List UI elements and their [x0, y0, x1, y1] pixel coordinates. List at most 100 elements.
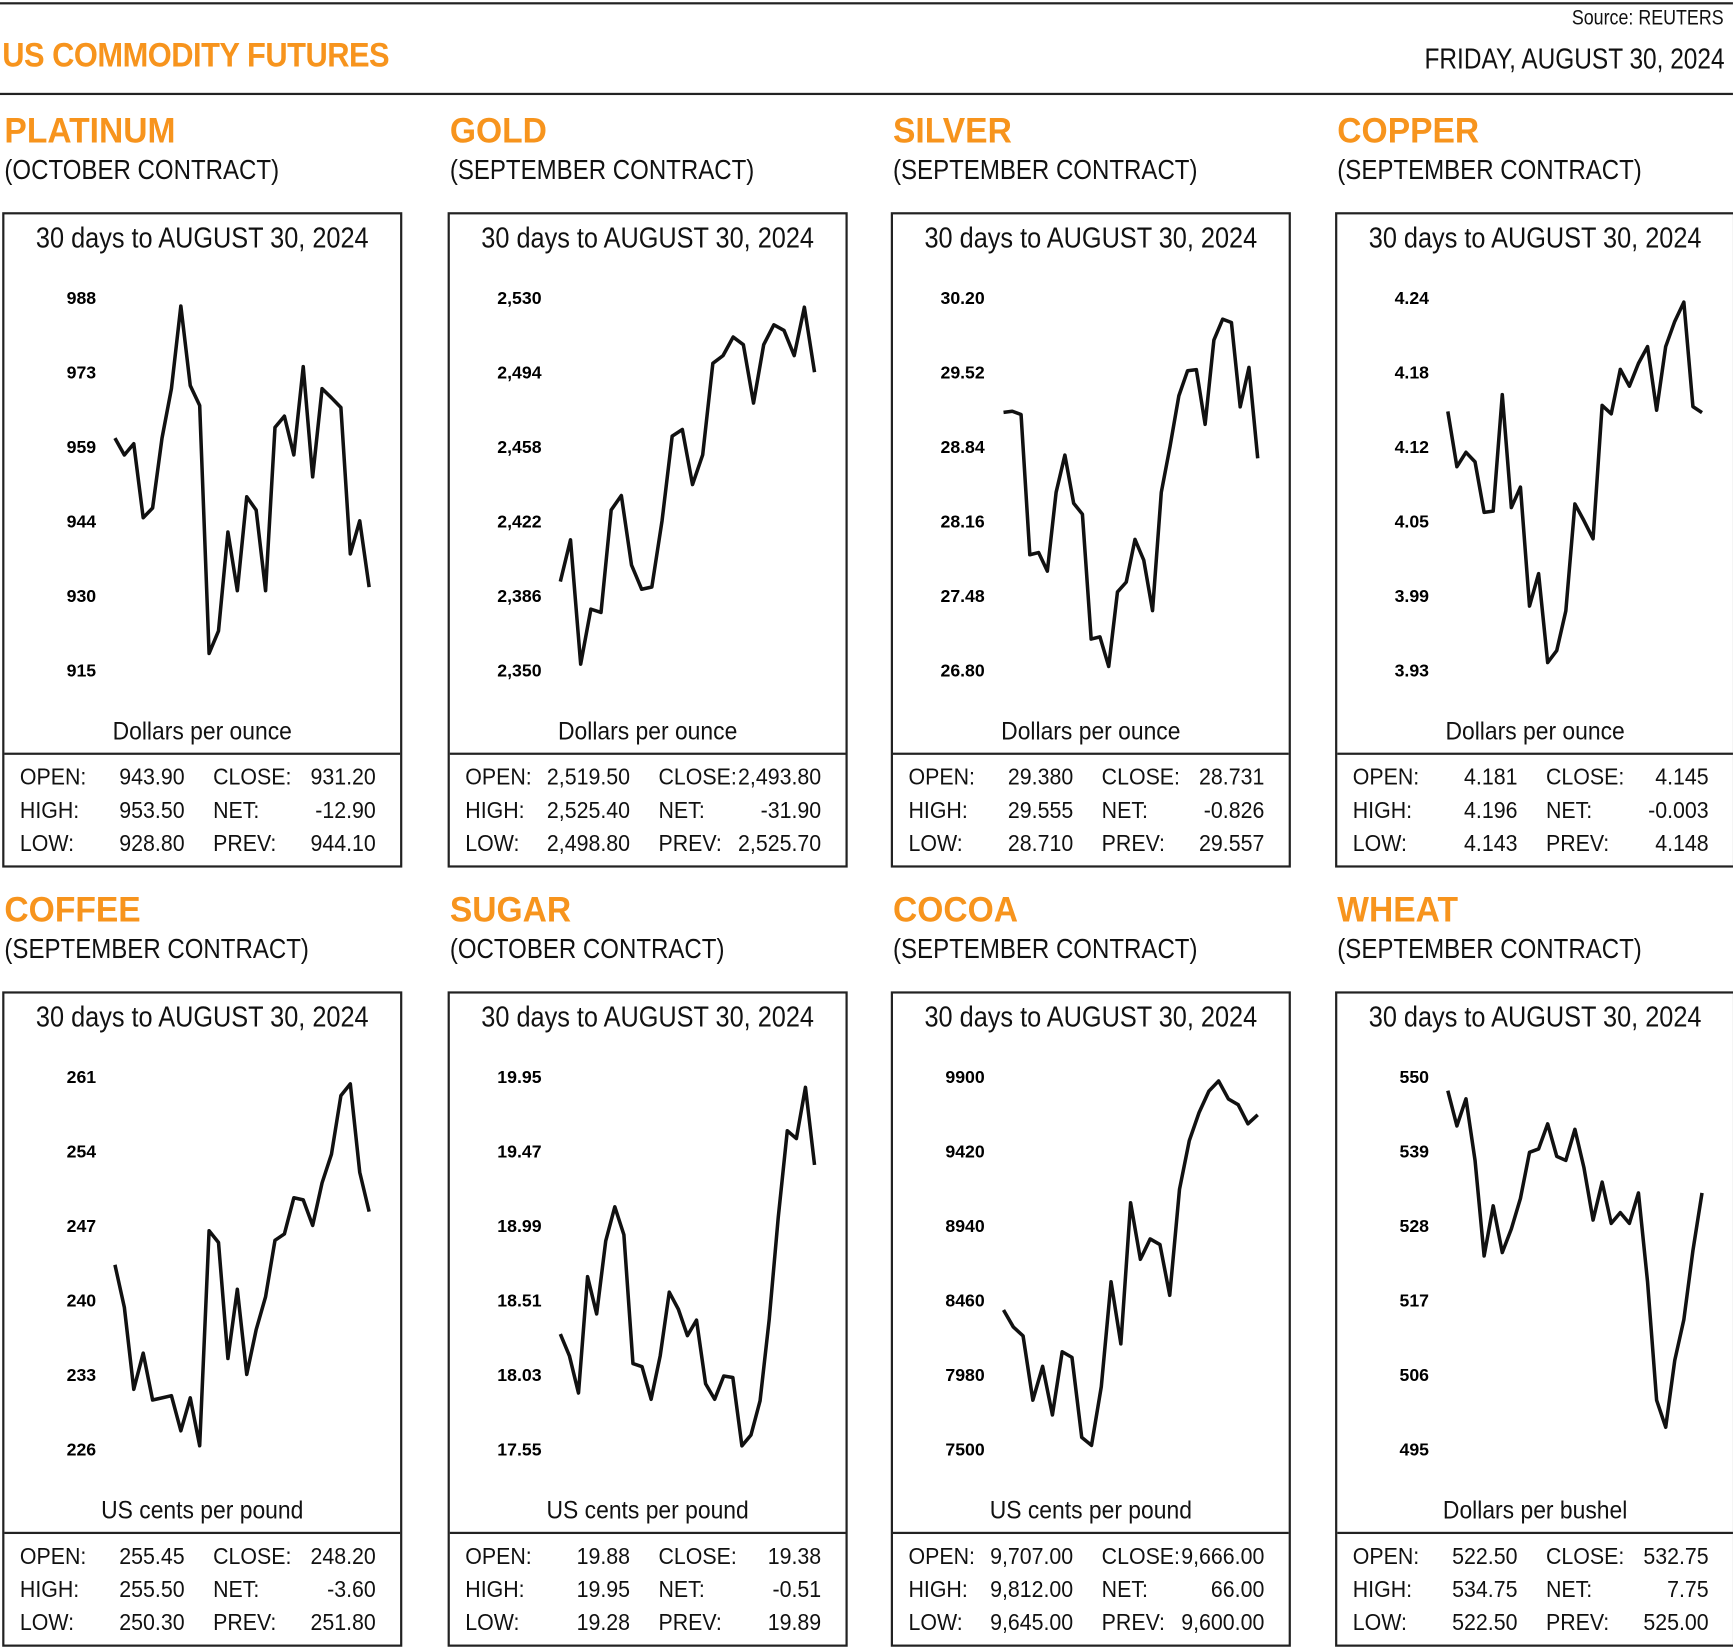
stats-table: OPEN: 255.45 CLOSE: 248.20 HIGH: 255.50 … [20, 1541, 385, 1640]
stat-label: OPEN: [1352, 764, 1420, 791]
stat-label: HIGH: [19, 1577, 80, 1603]
contract-label: (SEPTEMBER CONTRACT) [1337, 154, 1642, 186]
price-line [1003, 317, 1260, 669]
y-tick-label: 247 [67, 1216, 97, 1236]
y-tick-label: 2,422 [497, 511, 541, 531]
y-unit-label: Dollars per ounce [1001, 716, 1181, 745]
stat-label: PREV: [213, 831, 277, 857]
stat-net: -0.826 [1203, 797, 1265, 824]
stat-close: 9,666.00 [1181, 1543, 1265, 1570]
stats-row: OPEN: 4.181 CLOSE: 4.145 [1353, 761, 1715, 794]
line-chart: 9900 9420 8940 8460 7980 7500 [945, 1067, 1259, 1460]
stats-row: OPEN: 9,707.00 CLOSE: 9,666.00 [908, 1541, 1270, 1574]
stat-label: HIGH: [465, 1577, 525, 1603]
stat-prev: 251.80 [310, 1610, 376, 1636]
stat-label: CLOSE: [213, 764, 292, 791]
stat-prev: 29.557 [1199, 831, 1265, 857]
stats-row: HIGH: 4.196 NET: -0.003 [1353, 795, 1715, 828]
stats-table: OPEN: 522.50 CLOSE: 532.75 HIGH: 534.75 … [1353, 1541, 1718, 1640]
contract-label: (SEPTEMBER CONTRACT) [893, 933, 1198, 965]
chart-title: 30 days to AUGUST 30, 2024 [924, 1000, 1258, 1034]
y-tick-label: 19.47 [497, 1142, 541, 1162]
price-line [113, 1082, 371, 1448]
contract-label: (SEPTEMBER CONTRACT) [893, 154, 1198, 186]
y-tick-label: 18.99 [497, 1216, 541, 1236]
y-unit-label: Dollars per ounce [557, 716, 738, 745]
chart-box: 30 days to AUGUST 30, 2024 9900 9420 8940 8… [890, 991, 1291, 1647]
stats-row: LOW: 4.143 PREV: 4.148 [1353, 828, 1715, 861]
price-line [1446, 1090, 1704, 1430]
commodity-name: COPPER [1337, 110, 1480, 151]
divider [4, 1531, 401, 1535]
stats-row: HIGH: 9,812.00 NET: 66.00 [908, 1574, 1270, 1607]
chart-box: 30 days to AUGUST 30, 2024 550 539 528 517 5… [1335, 991, 1733, 1647]
stat-close: 2,493.80 [738, 764, 822, 791]
chart-title: 30 days to AUGUST 30, 2024 [1368, 1000, 1702, 1034]
stat-low: 4.143 [1464, 831, 1518, 857]
stat-label: NET: [1101, 797, 1148, 824]
stat-prev: 525.00 [1643, 1610, 1709, 1636]
y-tick-label: 17.55 [497, 1440, 541, 1460]
y-tick-label: 959 [67, 437, 97, 457]
line-chart: 988 973 959 944 930 915 [67, 288, 371, 680]
stat-label: OPEN: [465, 764, 532, 791]
stat-label: HIGH: [1352, 797, 1413, 824]
stat-high: 19.95 [576, 1577, 631, 1603]
contract-label: (OCTOBER CONTRACT) [449, 933, 725, 965]
y-tick-label: 7500 [945, 1440, 984, 1460]
y-tick-label: 4.18 [1395, 362, 1430, 382]
stat-high: 534.75 [1452, 1577, 1518, 1603]
y-tick-label: 30.20 [940, 288, 984, 308]
stat-label: CLOSE: [1545, 1543, 1625, 1570]
y-tick-label: 517 [1400, 1291, 1430, 1311]
stat-open: 29.380 [1007, 764, 1074, 791]
y-tick-label: 254 [67, 1142, 97, 1162]
chart-title: 30 days to AUGUST 30, 2024 [1368, 221, 1702, 255]
stat-label: LOW: [908, 1610, 963, 1636]
stat-label: CLOSE: [1101, 764, 1180, 791]
stats-table: OPEN: 19.88 CLOSE: 19.38 HIGH: 19.95 NET… [465, 1541, 830, 1640]
stat-low: 28.710 [1007, 831, 1074, 857]
y-tick-label: 4.12 [1395, 437, 1430, 457]
y-tick-label: 3.99 [1395, 586, 1430, 606]
commodity-name: PLATINUM [4, 110, 176, 151]
divider [1337, 752, 1733, 755]
y-tick-label: 973 [67, 362, 97, 382]
stat-low: 9,645.00 [990, 1610, 1074, 1636]
y-tick-label: 944 [67, 511, 97, 531]
contract-label: (SEPTEMBER CONTRACT) [449, 154, 755, 186]
y-tick-label: 7980 [945, 1365, 984, 1385]
chart-title: 30 days to AUGUST 30, 2024 [35, 1000, 369, 1034]
commodity-name: COFFEE [4, 889, 141, 930]
stat-prev: 4.148 [1655, 831, 1709, 857]
stat-close: 931.20 [310, 764, 376, 791]
stat-label: OPEN: [19, 1543, 87, 1570]
stat-label: CLOSE: [213, 1543, 292, 1570]
stat-label: NET: [213, 797, 260, 824]
stat-label: HIGH: [1352, 1577, 1413, 1603]
line-chart: 550 539 528 517 506 495 [1400, 1067, 1704, 1460]
stat-net: -3.60 [327, 1577, 376, 1603]
stat-prev: 19.89 [767, 1610, 822, 1636]
y-unit-label: Dollars per ounce [1445, 716, 1625, 745]
contract-label: (OCTOBER CONTRACT) [4, 154, 280, 186]
stat-net: -0.51 [772, 1577, 822, 1603]
commodity-name: SILVER [893, 110, 1012, 151]
y-tick-label: 528 [1400, 1216, 1430, 1236]
chart-box: 30 days to AUGUST 30, 2024 4.24 4.18 4.12 4… [1335, 212, 1733, 868]
stat-label: OPEN: [908, 764, 975, 791]
chart-box: 30 days to AUGUST 30, 2024 2,530 2,494 2,4… [447, 212, 848, 868]
header-rule [0, 92, 1733, 96]
stat-net: -12.90 [315, 797, 376, 824]
chart-title: 30 days to AUGUST 30, 2024 [481, 1000, 814, 1034]
stat-label: LOW: [19, 1610, 75, 1636]
y-tick-label: 19.95 [497, 1067, 541, 1087]
stat-low: 928.80 [119, 831, 185, 857]
y-tick-label: 8940 [945, 1216, 984, 1236]
stat-label: LOW: [908, 831, 963, 857]
stat-label: LOW: [465, 831, 520, 857]
y-tick-label: 550 [1400, 1067, 1430, 1087]
commodity-name: WHEAT [1337, 889, 1458, 930]
contract-label: (SEPTEMBER CONTRACT) [1337, 933, 1642, 965]
